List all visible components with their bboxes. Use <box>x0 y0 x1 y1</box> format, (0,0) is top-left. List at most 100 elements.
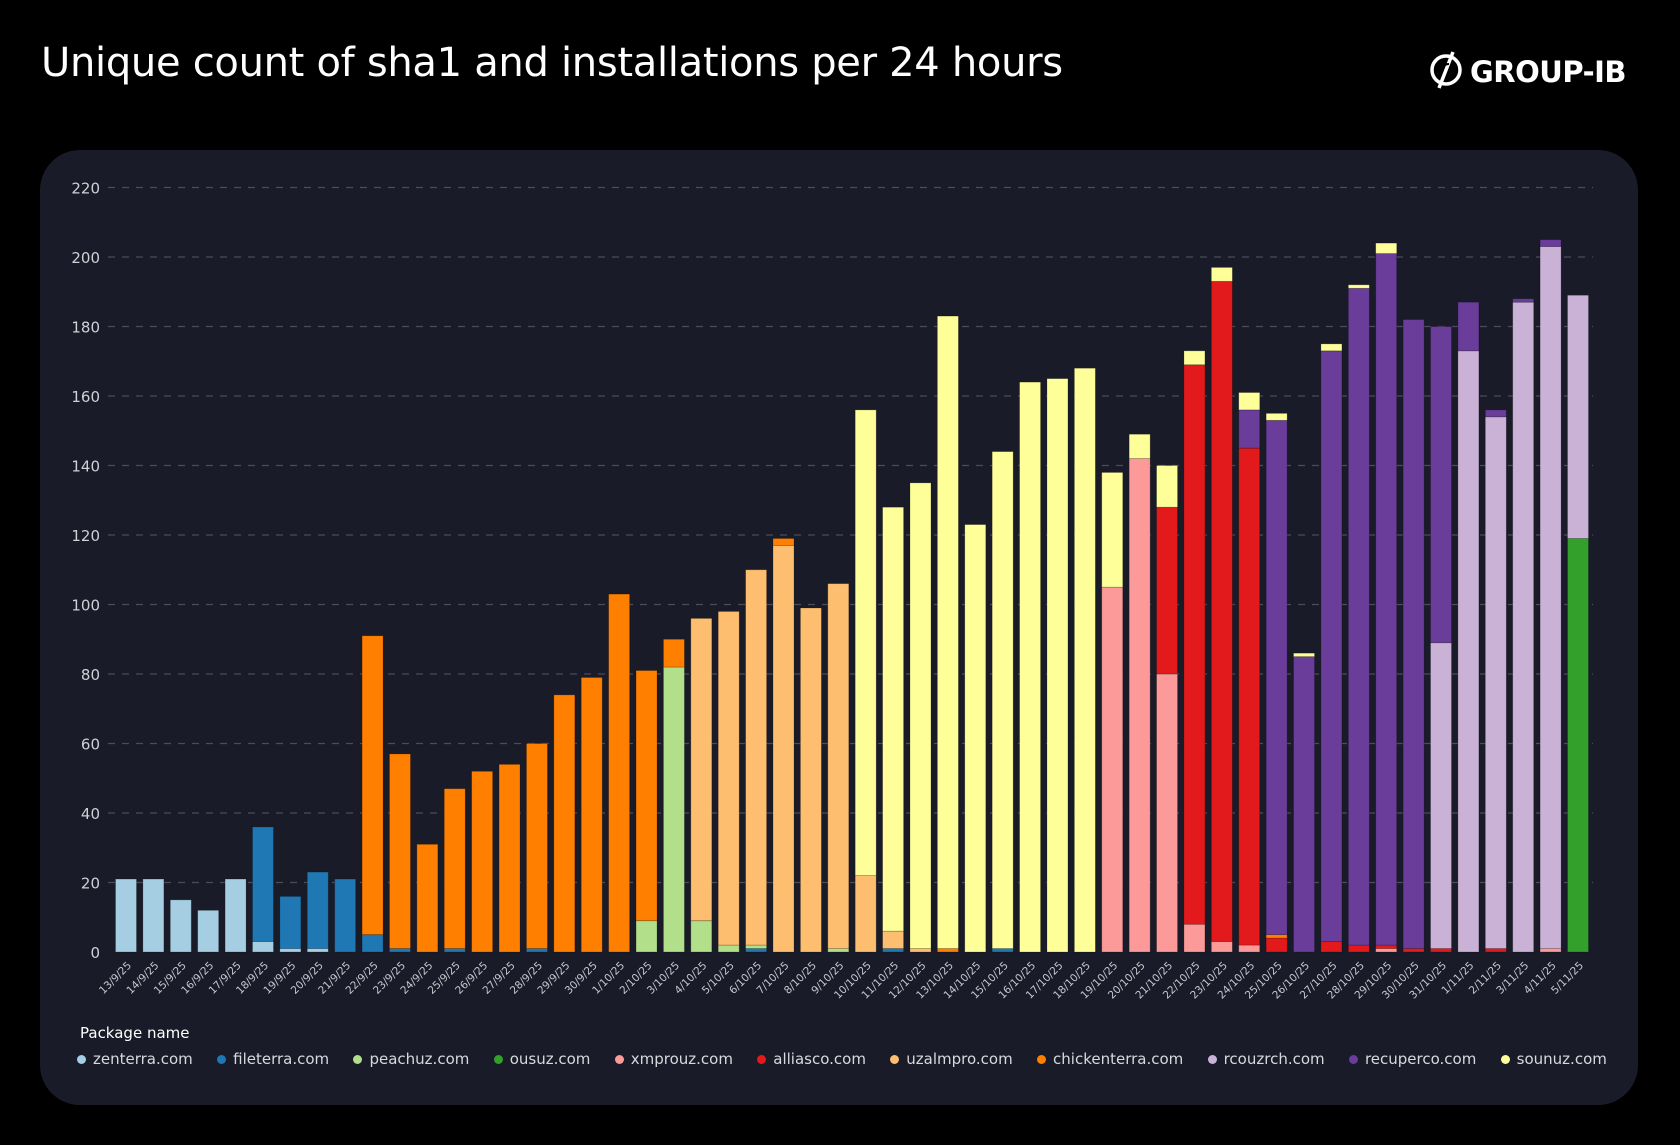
bar-segment-peachuz-com <box>717 944 740 953</box>
bar-segment-uzalmpro-com <box>800 607 822 953</box>
legend-item[interactable]: ousuz.com <box>493 1050 591 1068</box>
y-tick-label: 140 <box>71 458 100 476</box>
y-tick-label: 0 <box>90 944 100 962</box>
bar-segment-uzalmpro-com <box>854 875 877 953</box>
bar-segment-chickenterra-com <box>635 670 658 922</box>
bar-segment-peachuz-com <box>663 666 685 953</box>
legend-item[interactable]: zenterra.com <box>77 1050 193 1068</box>
legend-dot-icon <box>1500 1054 1510 1064</box>
bar-segment-rcouzrch-com <box>1484 416 1507 949</box>
bar-segment-peachuz-com <box>745 944 768 949</box>
bar-segment-zenterra-com <box>306 948 329 953</box>
group-ib-logo: GROUP-IB <box>1428 50 1627 94</box>
bar-segment-peachuz-com <box>690 920 713 953</box>
bar-segment-fileterra-com <box>745 948 768 953</box>
y-tick-label: 200 <box>71 249 100 267</box>
bar-segment-fileterra-com <box>361 934 384 953</box>
bar-segment-alliasco-com <box>1347 944 1370 953</box>
legend-label: zenterra.com <box>93 1050 193 1068</box>
bar-segment-zenterra-com <box>169 899 192 953</box>
bar-segment-rcouzrch-com <box>1430 642 1452 949</box>
bar-segment-sounuz-com <box>1183 350 1206 366</box>
legend-label: ousuz.com <box>509 1050 591 1068</box>
bar-segment-chickenterra-com <box>416 843 439 953</box>
bar-segment-recuperco-com <box>1512 298 1535 303</box>
legend-item[interactable]: sounuz.com <box>1500 1050 1607 1068</box>
bar-segment-sounuz-com <box>1073 367 1096 953</box>
bar-segment-peachuz-com <box>635 920 658 953</box>
bar-segment-sounuz-com <box>964 524 987 953</box>
bar-segment-sounuz-com <box>1156 465 1178 508</box>
bar-segment-chickenterra-com <box>608 593 631 953</box>
legend-label: fileterra.com <box>233 1050 330 1068</box>
legend-item[interactable]: peachuz.com <box>353 1050 469 1068</box>
bar-segment-xmprouz-com <box>1238 944 1261 953</box>
bar-segment-sounuz-com <box>1265 412 1288 421</box>
bar-segment-uzalmpro-com <box>717 611 740 946</box>
legend-label: uzalmpro.com <box>906 1050 1013 1068</box>
bar-segment-sounuz-com <box>936 315 959 949</box>
bar-segment-chickenterra-com <box>772 538 795 546</box>
chart-title: Unique count of sha1 and installations p… <box>41 40 1063 86</box>
bar-segment-recuperco-com <box>1430 326 1452 644</box>
bar-segment-zenterra-com <box>197 909 220 953</box>
bar-segment-alliasco-com <box>1320 941 1343 953</box>
bar-segment-fileterra-com <box>389 948 411 953</box>
bar-segment-alliasco-com <box>1430 948 1452 953</box>
y-tick-label: 80 <box>81 666 100 684</box>
y-tick-label: 20 <box>81 875 100 893</box>
bar-segment-recuperco-com <box>1265 419 1288 936</box>
bar-segment-sounuz-com <box>1375 242 1398 254</box>
bar-segment-chickenterra-com <box>498 763 521 953</box>
legend-dot-icon <box>757 1054 767 1064</box>
legend-item[interactable]: chickenterra.com <box>1037 1050 1183 1068</box>
legend-item[interactable]: fileterra.com <box>217 1050 329 1068</box>
legend-label: sounuz.com <box>1516 1050 1607 1068</box>
bar-segment-sounuz-com <box>1128 433 1151 459</box>
legend-dot-icon <box>1348 1054 1358 1064</box>
bar-segment-xmprouz-com <box>1539 948 1562 953</box>
bar-segment-chickenterra-com <box>936 948 959 953</box>
legend-item[interactable]: uzalmpro.com <box>890 1050 1013 1068</box>
bar-segment-chickenterra-com <box>471 770 494 953</box>
legend-item[interactable]: rcouzrch.com <box>1207 1050 1325 1068</box>
bar-segment-recuperco-com <box>1293 656 1315 953</box>
bar-segment-chickenterra-com <box>526 743 548 949</box>
bar-segment-uzalmpro-com <box>772 545 795 953</box>
legend-dot-icon <box>890 1054 900 1064</box>
y-tick-label: 100 <box>71 597 100 615</box>
legend-dot-icon <box>493 1054 503 1064</box>
legend-dot-icon <box>217 1054 227 1064</box>
bar-segment-alliasco-com <box>1484 948 1507 953</box>
bar-segment-alliasco-com <box>1156 506 1178 675</box>
bar-segment-recuperco-com <box>1320 350 1343 942</box>
bar-segment-alliasco-com <box>1238 447 1261 946</box>
bar-segment-alliasco-com <box>1402 948 1425 953</box>
bar-segment-fileterra-com <box>334 878 357 953</box>
bar-segment-recuperco-com <box>1347 287 1370 946</box>
logo-text: GROUP-IB <box>1470 55 1627 89</box>
bar-segment-uzalmpro-com <box>745 569 768 946</box>
bar-segment-uzalmpro-com <box>827 583 850 949</box>
bar-segment-fileterra-com <box>882 948 904 953</box>
bar-segment-xmprouz-com <box>1128 458 1151 953</box>
bar-segment-fileterra-com <box>306 871 329 949</box>
bar-segment-chickenterra-com <box>1265 934 1288 939</box>
legend: zenterra.com fileterra.com peachuz.com ousu… <box>77 1050 1607 1068</box>
bar-segment-zenterra-com <box>252 941 274 953</box>
legend-item[interactable]: recuperco.com <box>1348 1050 1476 1068</box>
bar-segment-zenterra-com <box>142 878 165 953</box>
bar-segment-uzalmpro-com <box>882 930 904 949</box>
bar-segment-alliasco-com <box>1375 944 1398 949</box>
legend-item[interactable]: alliasco.com <box>757 1050 866 1068</box>
bar-segment-chickenterra-com <box>389 753 411 949</box>
bar-segment-chickenterra-com <box>580 677 603 953</box>
y-tick-label: 220 <box>71 180 100 198</box>
bar-segment-zenterra-com <box>224 878 247 953</box>
bar-segment-sounuz-com <box>882 506 904 932</box>
bar-segment-xmprouz-com <box>1101 586 1124 953</box>
bar-segment-sounuz-com <box>1101 472 1124 588</box>
legend-item[interactable]: xmprouz.com <box>614 1050 733 1068</box>
y-tick-label: 60 <box>81 736 100 754</box>
